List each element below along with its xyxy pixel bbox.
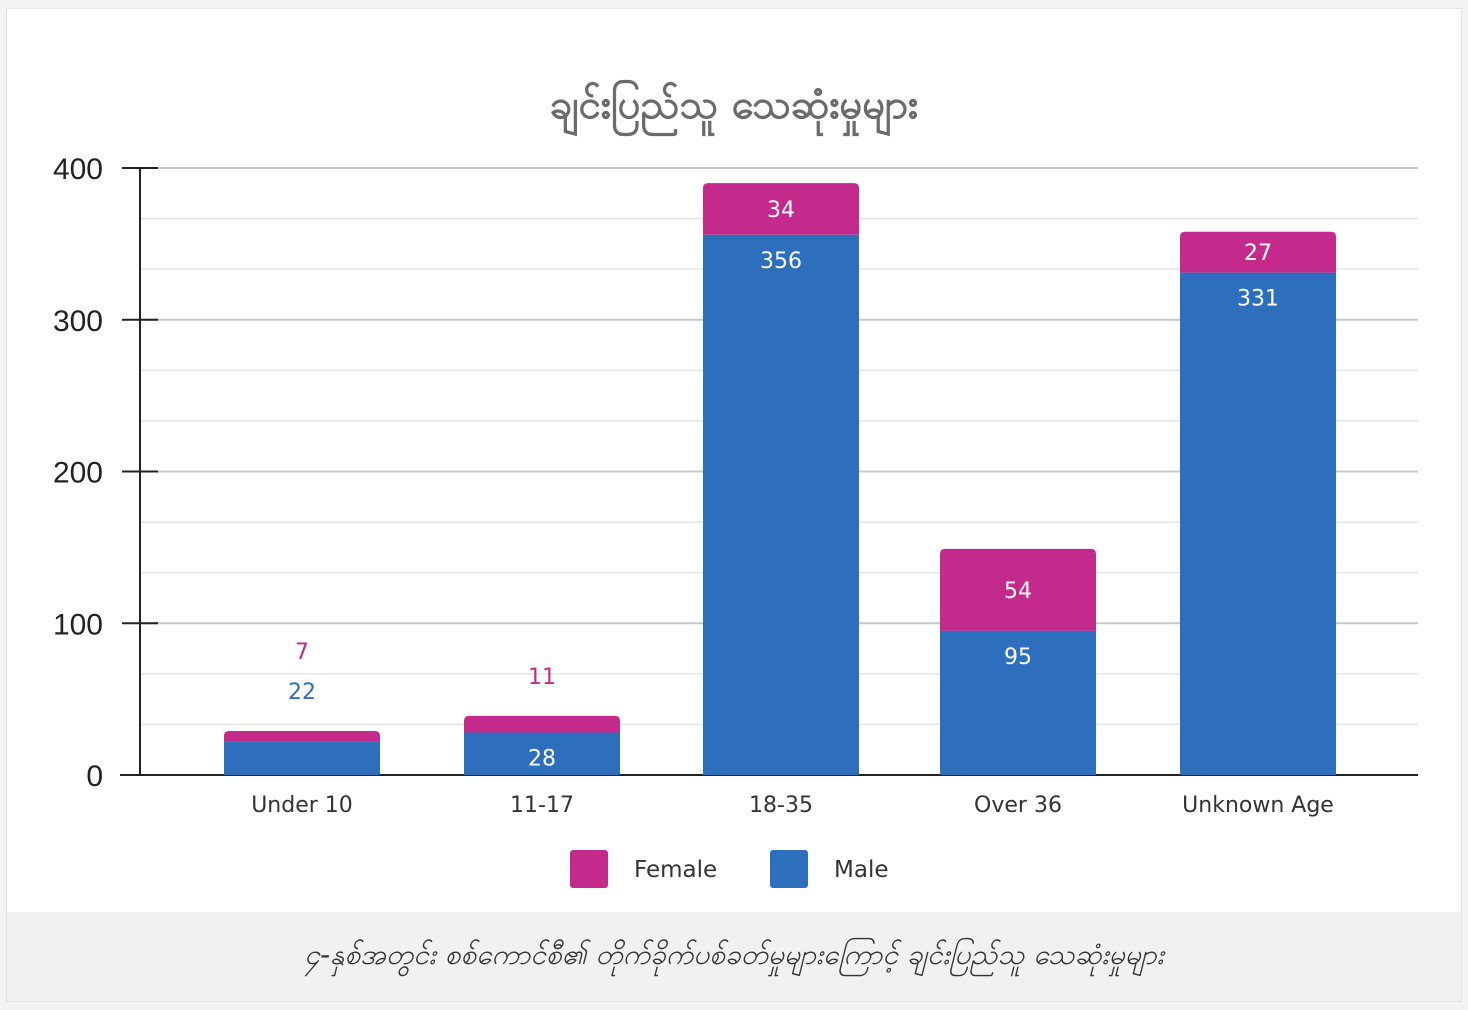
data-label-male: 95 bbox=[1004, 645, 1032, 670]
data-label-male: 22 bbox=[288, 680, 316, 705]
data-label-male: 331 bbox=[1237, 287, 1279, 312]
bar-female-unknown-age bbox=[1180, 231, 1336, 273]
chart-title: ချင်းပြည်သူ သေဆုံးမှုများ bbox=[550, 80, 918, 137]
y-tick-label: 0 bbox=[86, 760, 103, 793]
bar-female-18-35 bbox=[703, 183, 859, 235]
legend-swatch-female bbox=[570, 850, 608, 888]
y-tick-label: 300 bbox=[53, 305, 103, 338]
data-label-female: 11 bbox=[528, 665, 556, 690]
bar-female-under-10 bbox=[224, 730, 380, 742]
bar-female-11-17 bbox=[464, 715, 620, 733]
bar-male-unknown-age bbox=[1180, 272, 1336, 775]
bar-male-under-10 bbox=[224, 741, 380, 775]
x-tick-label: Over 36 bbox=[974, 793, 1062, 818]
data-label-female: 54 bbox=[1004, 579, 1032, 604]
bar-male-11-17 bbox=[464, 732, 620, 775]
x-tick-label: Unknown Age bbox=[1182, 793, 1334, 818]
legend: Female Male bbox=[570, 850, 888, 888]
x-tick-label: 11-17 bbox=[510, 793, 574, 818]
bar-male-18-35 bbox=[703, 234, 859, 775]
data-label-male: 356 bbox=[760, 249, 802, 274]
figure-caption: ၄-နှစ်အတွင်း စစ်ကောင်စီ၏ တိုက်ခိုက်ပစ်ခတ… bbox=[304, 937, 1164, 971]
legend-label-female: Female bbox=[634, 857, 717, 883]
bar-male-over-36 bbox=[940, 630, 1096, 775]
x-tick-label: Under 10 bbox=[251, 793, 353, 818]
bars: 22 7 28 11 34 356 54 95 27 331 bbox=[224, 183, 1336, 775]
legend-label-male: Male bbox=[834, 857, 888, 883]
data-label-female: 34 bbox=[767, 198, 795, 223]
x-tick-labels: Under 10 11-17 18-35 Over 36 Unknown Age bbox=[251, 793, 1334, 818]
data-label-male: 28 bbox=[528, 747, 556, 772]
y-tick-label: 400 bbox=[53, 153, 103, 186]
data-label-female: 27 bbox=[1244, 241, 1272, 266]
x-tick-label: 18-35 bbox=[749, 793, 813, 818]
stacked-bar-chart: ချင်းပြည်သူ သေဆုံးမှုများ 0100200300400 … bbox=[53, 80, 1418, 888]
data-label-female: 7 bbox=[295, 640, 309, 665]
y-tick-label: 200 bbox=[53, 457, 103, 490]
y-tick-labels: 0 100 200 300 400 bbox=[53, 153, 103, 793]
y-tick-label: 100 bbox=[53, 608, 103, 641]
caption-bar: ၄-နှစ်အတွင်း စစ်ကောင်စီ၏ တိုက်ခိုက်ပစ်ခတ… bbox=[6, 912, 1462, 1002]
legend-swatch-male bbox=[770, 850, 808, 888]
bar-female-over-36 bbox=[940, 548, 1096, 631]
